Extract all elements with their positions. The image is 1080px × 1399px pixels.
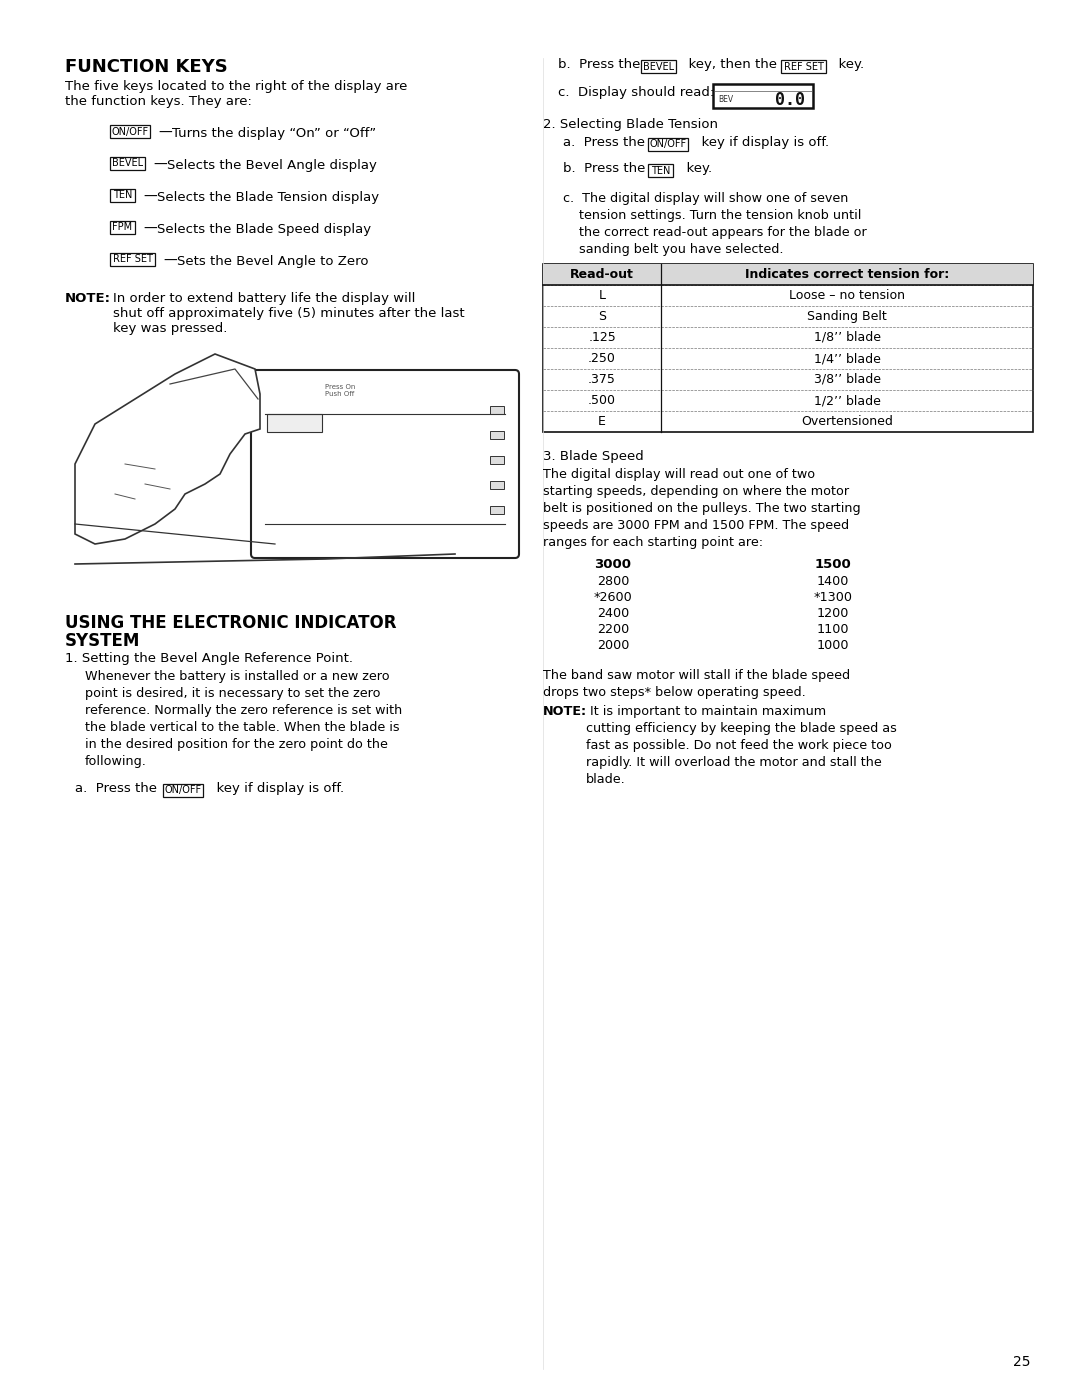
Text: BEV: BEV bbox=[718, 95, 733, 105]
Text: .125: .125 bbox=[589, 332, 616, 344]
Text: Turns the display “On” or “Off”: Turns the display “On” or “Off” bbox=[172, 126, 377, 140]
Bar bbox=[490, 431, 504, 439]
Bar bbox=[110, 157, 145, 171]
Text: .500: .500 bbox=[588, 395, 616, 407]
Text: .250: .250 bbox=[589, 353, 616, 365]
Text: c.  Display should read:: c. Display should read: bbox=[558, 85, 714, 99]
Text: 1/4’’ blade: 1/4’’ blade bbox=[813, 353, 880, 365]
FancyBboxPatch shape bbox=[251, 369, 519, 558]
Text: 25: 25 bbox=[1013, 1356, 1030, 1370]
Text: The five keys located to the right of the display are
the function keys. They ar: The five keys located to the right of th… bbox=[65, 80, 407, 108]
Bar bbox=[110, 189, 135, 201]
Text: It is important to maintain maximum
cutting efficiency by keeping the blade spee: It is important to maintain maximum cutt… bbox=[586, 705, 896, 786]
Text: key.: key. bbox=[831, 57, 865, 71]
Bar bbox=[110, 125, 150, 139]
Text: ON/OFF: ON/OFF bbox=[164, 785, 202, 796]
Text: 1100: 1100 bbox=[816, 623, 849, 637]
Text: Indicates correct tension for:: Indicates correct tension for: bbox=[745, 269, 949, 281]
Text: 1000: 1000 bbox=[816, 639, 849, 652]
Text: Push Off: Push Off bbox=[325, 390, 354, 397]
Text: key.: key. bbox=[678, 162, 712, 175]
Text: ON/OFF: ON/OFF bbox=[111, 126, 149, 137]
Text: —: — bbox=[159, 126, 172, 140]
Text: 2400: 2400 bbox=[597, 607, 630, 620]
Text: BEVEL: BEVEL bbox=[112, 158, 144, 168]
Text: 3/8’’ blade: 3/8’’ blade bbox=[813, 374, 880, 386]
Text: 0.0: 0.0 bbox=[775, 91, 805, 109]
Text: b.  Press the: b. Press the bbox=[563, 162, 646, 175]
Bar bbox=[110, 253, 156, 266]
Bar bbox=[543, 264, 1032, 285]
Text: .375: .375 bbox=[589, 374, 616, 386]
Text: 1. Setting the Bevel Angle Reference Point.: 1. Setting the Bevel Angle Reference Poi… bbox=[65, 652, 353, 665]
Text: TEN: TEN bbox=[651, 165, 671, 175]
Text: *1300: *1300 bbox=[813, 590, 852, 604]
Text: Selects the Bevel Angle display: Selects the Bevel Angle display bbox=[167, 158, 377, 172]
Text: REF SET: REF SET bbox=[784, 62, 824, 71]
Bar bbox=[490, 481, 504, 490]
Text: ON/OFF: ON/OFF bbox=[649, 140, 687, 150]
Text: Selects the Blade Speed display: Selects the Blade Speed display bbox=[157, 222, 372, 235]
Text: L: L bbox=[598, 290, 606, 302]
Text: —: — bbox=[144, 190, 157, 204]
Text: 2000: 2000 bbox=[597, 639, 630, 652]
Text: *2600: *2600 bbox=[594, 590, 633, 604]
Text: FUNCTION KEYS: FUNCTION KEYS bbox=[65, 57, 228, 76]
Bar bbox=[713, 84, 813, 108]
Text: key if display is off.: key if display is off. bbox=[208, 782, 345, 795]
Text: key if display is off.: key if display is off. bbox=[693, 136, 829, 150]
Text: Whenever the battery is installed or a new zero
point is desired, it is necessar: Whenever the battery is installed or a n… bbox=[85, 670, 402, 768]
Text: Loose – no tension: Loose – no tension bbox=[789, 290, 905, 302]
Text: 1400: 1400 bbox=[816, 575, 849, 588]
Bar bbox=[267, 414, 322, 432]
Text: b.  Press the: b. Press the bbox=[558, 57, 640, 71]
Text: Press On: Press On bbox=[325, 383, 355, 390]
Text: Selects the Blade Tension display: Selects the Blade Tension display bbox=[157, 190, 379, 203]
Text: 3000: 3000 bbox=[594, 558, 632, 571]
Text: 2. Selecting Blade Tension: 2. Selecting Blade Tension bbox=[543, 118, 718, 132]
Text: c.  The digital display will show one of seven
    tension settings. Turn the te: c. The digital display will show one of … bbox=[563, 192, 867, 256]
Text: E: E bbox=[598, 416, 606, 428]
Text: TEN: TEN bbox=[113, 190, 132, 200]
Bar bbox=[648, 164, 673, 178]
Text: Overtensioned: Overtensioned bbox=[801, 416, 893, 428]
Text: The band saw motor will stall if the blade speed
drops two steps* below operatin: The band saw motor will stall if the bla… bbox=[543, 669, 850, 700]
Text: In order to extend battery life the display will
shut off approximately five (5): In order to extend battery life the disp… bbox=[113, 292, 464, 334]
Text: SYSTEM: SYSTEM bbox=[65, 632, 140, 651]
Text: 1/8’’ blade: 1/8’’ blade bbox=[813, 332, 880, 344]
Text: Sanding Belt: Sanding Belt bbox=[807, 311, 887, 323]
Text: key, then the: key, then the bbox=[680, 57, 778, 71]
Text: —: — bbox=[144, 222, 157, 236]
Text: a.  Press the: a. Press the bbox=[563, 136, 645, 150]
Text: —: — bbox=[153, 158, 167, 172]
Text: S: S bbox=[598, 311, 606, 323]
Text: 1500: 1500 bbox=[814, 558, 851, 571]
Bar bbox=[110, 221, 135, 234]
Text: —: — bbox=[163, 255, 177, 269]
Bar bbox=[642, 60, 676, 73]
Text: USING THE ELECTRONIC INDICATOR: USING THE ELECTRONIC INDICATOR bbox=[65, 614, 396, 632]
Text: Sets the Bevel Angle to Zero: Sets the Bevel Angle to Zero bbox=[177, 255, 368, 267]
Text: 1200: 1200 bbox=[816, 607, 849, 620]
Text: REF SET: REF SET bbox=[112, 255, 152, 264]
Text: 2200: 2200 bbox=[597, 623, 630, 637]
Text: FPM: FPM bbox=[112, 222, 133, 232]
Text: 2800: 2800 bbox=[597, 575, 630, 588]
Text: 3. Blade Speed: 3. Blade Speed bbox=[543, 450, 644, 463]
Bar bbox=[163, 783, 203, 797]
Text: The digital display will read out one of two
starting speeds, depending on where: The digital display will read out one of… bbox=[543, 469, 861, 548]
Text: NOTE:: NOTE: bbox=[543, 705, 588, 718]
Text: NOTE:: NOTE: bbox=[65, 292, 111, 305]
Text: 1/2’’ blade: 1/2’’ blade bbox=[813, 395, 880, 407]
Polygon shape bbox=[75, 354, 260, 544]
Bar bbox=[490, 456, 504, 464]
Bar bbox=[781, 60, 826, 73]
Bar bbox=[490, 506, 504, 513]
Bar bbox=[648, 139, 688, 151]
Bar bbox=[490, 406, 504, 414]
Bar bbox=[543, 264, 1032, 432]
Text: a.  Press the: a. Press the bbox=[75, 782, 157, 795]
Text: BEVEL: BEVEL bbox=[643, 62, 674, 71]
Text: Read-out: Read-out bbox=[570, 269, 634, 281]
